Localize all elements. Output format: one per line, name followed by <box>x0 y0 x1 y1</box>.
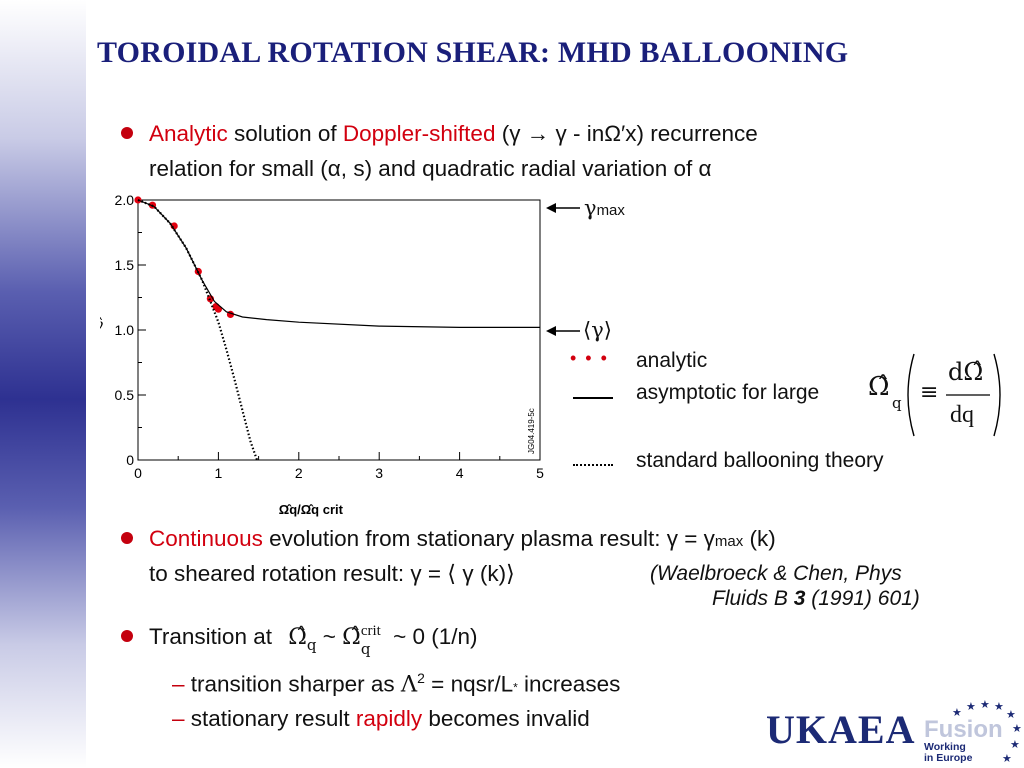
bullet-2-line-2: to sheared rotation result: γ = ⟨ γ (k)⟩ <box>149 561 515 586</box>
omega-definition: Ω̂ q ≡ dΩ̂ dq <box>866 350 1006 440</box>
gamma-plot: 0 1 2 3 4 5 0 0.5 1.0 1.5 2.0 γ̂ Ω̂q/Ω̂q crit JG04.41… <box>100 192 544 517</box>
svg-text:★: ★ <box>1012 722 1022 735</box>
x-tick-label: 5 <box>536 465 544 481</box>
plot-series <box>134 196 540 461</box>
bullet-2-line-1: Continuous evolution from stationary pla… <box>149 526 776 551</box>
figure-id-label: JG04.419-5c <box>527 408 536 454</box>
ukaea-logo: UKAEA <box>766 707 916 752</box>
omega-hat-symbol: Ω̂ <box>868 372 890 402</box>
svg-text:★: ★ <box>1010 738 1020 751</box>
y-axis-label: γ̂ <box>100 315 104 334</box>
word-doppler-shifted: Doppler-shifted <box>342 121 496 146</box>
arrow-gamma-max-icon <box>546 203 556 213</box>
analytic-point <box>214 305 222 313</box>
bullet-3-line: Transition at Ω̂q ~ Ω̂ crit q ~ 0 (1/n) <box>149 623 478 658</box>
legend-standard-label: standard ballooning theory <box>636 449 884 472</box>
svg-text:★: ★ <box>994 700 1004 713</box>
legend-solid-line <box>573 397 613 399</box>
x-tick-label: 4 <box>456 465 464 481</box>
svg-text:★: ★ <box>952 706 962 719</box>
sub-bullet-1: – transition sharper as Λ2 = nqsr/L* inc… <box>172 670 621 698</box>
equiv-symbol: ≡ <box>920 380 939 405</box>
bullet-1 <box>121 127 133 139</box>
y-tick-label: 0 <box>126 452 134 468</box>
slide-title: TOROIDAL ROTATION SHEAR: MHD BALLOONING <box>97 36 849 69</box>
omega-q-subscript: q <box>892 394 902 412</box>
bullet-3 <box>121 630 133 642</box>
word-solution-of: solution of <box>227 121 343 146</box>
svg-text:★: ★ <box>966 700 976 713</box>
arrow-gamma-avg-icon <box>546 326 556 336</box>
x-tick-label: 1 <box>215 465 223 481</box>
plot-frame: 0 1 2 3 4 5 0 0.5 1.0 1.5 2.0 γ̂ Ω̂q/Ω̂q crit JG04.41… <box>100 192 544 517</box>
x-axis-label: Ω̂q/Ω̂q crit <box>279 502 344 517</box>
x-tick-label: 0 <box>134 465 142 481</box>
x-tick-label: 2 <box>295 465 303 481</box>
fusion-logo-text: Fusion <box>924 716 1003 743</box>
reference-line-1: (Waelbroeck & Chen, Phys <box>650 562 902 585</box>
series-asymptotic-line <box>137 199 540 328</box>
legend-analytic-dots: • • • <box>570 348 609 368</box>
label-gamma-avg: ⟨γ⟩ <box>583 318 612 342</box>
fraction-brackets <box>907 353 1001 437</box>
legend-analytic-label: analytic <box>636 349 708 372</box>
word-analytic: Analytic <box>149 121 228 146</box>
y-tick-label: 0.5 <box>115 387 135 403</box>
label-gamma-max: γmax <box>584 196 625 220</box>
legend-arrows <box>546 203 580 336</box>
legend-asymptotic-label: asymptotic for large <box>636 381 820 404</box>
eu-stars-icon: ★ ★ ★ ★★★ ★★ <box>952 700 1022 765</box>
plot-border <box>137 199 541 461</box>
svg-text:★: ★ <box>1002 752 1012 765</box>
bullet-1-paren: (γ → γ - inΩ′x) recurrence <box>495 121 758 146</box>
bullet-2 <box>121 532 133 544</box>
svg-text:★: ★ <box>1006 708 1016 721</box>
bullet-1-line-2: relation for small (α, s) and quadratic … <box>149 156 712 181</box>
y-tick-label: 1.0 <box>115 322 135 338</box>
x-tick-label: 3 <box>375 465 383 481</box>
side-gradient-band <box>0 0 86 768</box>
sub-bullet-2: – stationary result rapidly becomes inva… <box>172 706 590 731</box>
fusion-logo-subtitle: Working in Europe <box>924 741 973 764</box>
word-continuous: Continuous <box>149 526 263 551</box>
legend-dotted-line <box>573 464 613 466</box>
bullet-1-line-1: Analytic solution of Doppler-shifted (γ … <box>149 121 758 147</box>
d-omega-numerator: dΩ̂ <box>948 358 984 386</box>
dq-denominator: dq <box>950 402 974 428</box>
series-standard-ballooning <box>137 198 259 461</box>
reference-line-2: Fluids B 3 (1991) 601) <box>712 587 920 610</box>
y-tick-label: 1.5 <box>115 257 135 273</box>
svg-text:★: ★ <box>980 700 990 711</box>
y-tick-label: 2.0 <box>115 192 135 208</box>
